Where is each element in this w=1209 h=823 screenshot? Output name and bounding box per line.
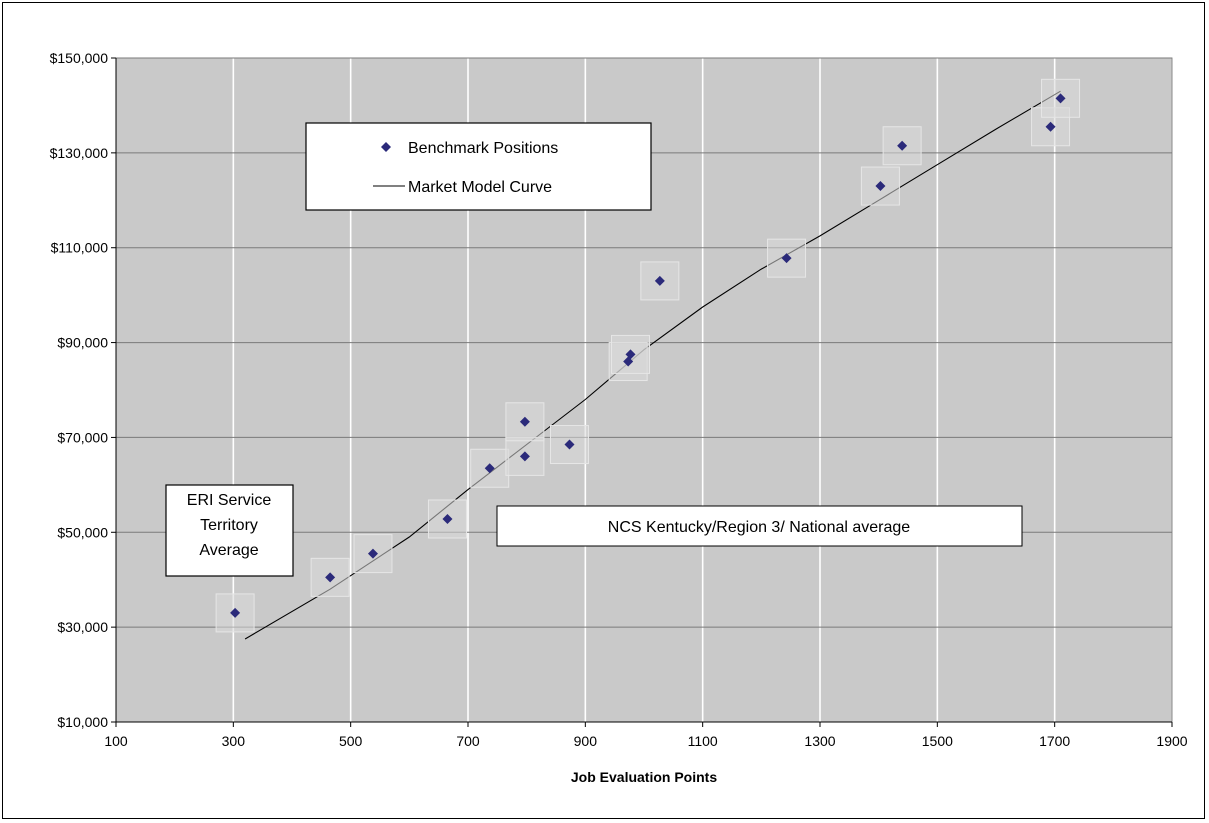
benchmark-point <box>325 572 336 583</box>
benchmark-point <box>1055 93 1066 104</box>
benchmark-point <box>897 140 908 151</box>
ncs-annotation-box <box>496 505 1023 547</box>
y-tick-label: $110,000 <box>51 240 109 256</box>
x-tick-label: 1500 <box>922 733 953 749</box>
y-tick-label: $30,000 <box>57 619 108 635</box>
benchmark-point <box>564 439 575 450</box>
eri-annotation-box <box>165 484 294 577</box>
benchmark-point <box>519 416 530 427</box>
ncs-annotation: NCS Kentucky/Region 3/ National average <box>496 505 1023 547</box>
axes: 100 300 500 700 900 1100 1300 1500 1700 1900 $10,0… <box>50 50 1188 749</box>
legend-label-curve: Market Model Curve <box>408 179 552 196</box>
market-model-curve <box>244 90 1061 640</box>
benchmark-point <box>519 451 530 462</box>
benchmark-point <box>484 463 495 474</box>
eri-annotation-line-1: ERI Service <box>187 492 272 509</box>
y-tick-label: $10,000 <box>57 714 108 730</box>
benchmark-point <box>367 548 378 559</box>
legend-box <box>305 122 652 211</box>
benchmark-point <box>781 253 792 264</box>
x-tick-label: 500 <box>339 733 363 749</box>
x-tick-label: 300 <box>222 733 246 749</box>
scatter-chart: 100 300 500 700 900 1100 1300 1500 1700 1900 $10,0… <box>50 50 1188 785</box>
y-tick-label: $130,000 <box>50 145 109 161</box>
y-tick-label: $50,000 <box>57 524 108 540</box>
legend: Benchmark Positions Market Model Curve <box>305 122 652 211</box>
x-tick-label: 1900 <box>1156 733 1187 749</box>
x-axis-title: Job Evaluation Points <box>571 769 717 785</box>
legend-label-benchmark: Benchmark Positions <box>408 140 558 157</box>
x-tick-label: 1100 <box>688 733 718 749</box>
benchmark-point <box>625 349 636 360</box>
y-tick-label: $90,000 <box>57 335 108 351</box>
x-tick-label: 900 <box>574 733 598 749</box>
eri-annotation-line-3: Average <box>199 542 258 559</box>
benchmark-point <box>230 607 241 618</box>
y-tick-label: $70,000 <box>57 429 108 445</box>
benchmark-point <box>875 181 886 192</box>
benchmark-point <box>654 275 665 286</box>
x-tick-label: 700 <box>456 733 480 749</box>
ncs-annotation-text: NCS Kentucky/Region 3/ National average <box>608 519 910 536</box>
legend-diamond-marker <box>381 142 391 152</box>
eri-annotation: ERI Service Territory Average <box>165 484 294 577</box>
market-model-curve-line <box>244 90 1061 640</box>
eri-annotation-line-2: Territory <box>200 517 258 534</box>
x-tick-label: 1300 <box>804 733 835 749</box>
benchmark-point <box>442 514 453 525</box>
x-tick-label: 100 <box>104 733 128 749</box>
y-tick-label: $150,000 <box>50 50 109 66</box>
benchmark-point <box>1045 121 1056 132</box>
benchmark-points <box>215 78 1081 633</box>
x-tick-label: 1700 <box>1039 733 1070 749</box>
